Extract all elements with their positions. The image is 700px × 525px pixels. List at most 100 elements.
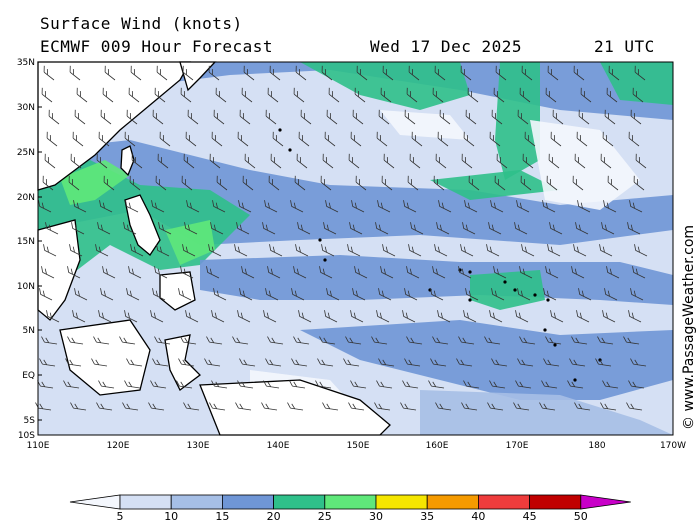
wind-barb bbox=[291, 358, 308, 367]
wind-barb bbox=[490, 200, 504, 213]
wind-barb bbox=[574, 153, 586, 169]
wind-barb bbox=[602, 131, 614, 147]
wind-barb bbox=[428, 380, 445, 389]
wind-barb bbox=[320, 175, 332, 191]
longitude-label: 170E bbox=[506, 441, 529, 451]
wind-barb bbox=[595, 358, 612, 367]
island bbox=[278, 128, 282, 132]
wind-barb bbox=[183, 153, 195, 169]
wind-barb bbox=[546, 175, 558, 191]
wind-barb bbox=[634, 244, 648, 257]
wind-barb bbox=[519, 87, 531, 103]
wind-barb bbox=[65, 358, 82, 367]
latitude-label: 15N bbox=[17, 237, 35, 247]
wind-barb bbox=[463, 380, 480, 389]
wind-barb bbox=[322, 153, 334, 169]
longitude-label: 160E bbox=[426, 441, 449, 451]
wind-barb bbox=[298, 131, 310, 147]
wind-barb bbox=[489, 310, 503, 323]
wind-barb bbox=[38, 200, 52, 213]
wind-barb bbox=[185, 310, 199, 323]
wind-barb bbox=[325, 200, 339, 213]
wind-barb bbox=[438, 200, 452, 213]
wind-barb bbox=[627, 222, 641, 235]
wind-barb bbox=[519, 266, 533, 279]
wind-barb bbox=[602, 310, 616, 323]
wind-band bbox=[200, 255, 673, 305]
wind-barb bbox=[176, 380, 193, 389]
wind-band bbox=[470, 270, 545, 310]
wind-barb bbox=[488, 222, 502, 235]
wind-barb bbox=[467, 87, 479, 103]
wind-barb bbox=[263, 310, 277, 323]
wind-barb bbox=[460, 65, 472, 81]
wind-barb bbox=[630, 358, 647, 367]
legend-tick: 50 bbox=[574, 510, 588, 523]
map-frame bbox=[37, 61, 674, 436]
wind-barb bbox=[572, 175, 584, 191]
wind-barb bbox=[70, 153, 82, 169]
wind-band bbox=[430, 170, 560, 200]
wind-barb bbox=[68, 175, 80, 191]
legend-arrow-high bbox=[580, 494, 631, 510]
wind-barb bbox=[236, 222, 250, 235]
wind-barb bbox=[317, 358, 334, 367]
wind-barb bbox=[267, 87, 279, 103]
wind-barb bbox=[404, 109, 416, 125]
wind-barb bbox=[573, 65, 585, 81]
wind-barb bbox=[41, 266, 55, 279]
wind-barb bbox=[119, 336, 136, 345]
wind-barb bbox=[45, 222, 59, 235]
wind-barb bbox=[129, 175, 141, 191]
wind-barb bbox=[343, 358, 360, 367]
borneo bbox=[59, 319, 151, 396]
wind-barb bbox=[96, 153, 108, 169]
legend-swatch bbox=[477, 494, 530, 510]
wind-barb bbox=[577, 200, 591, 213]
wind-barb bbox=[69, 65, 81, 81]
wind-barb bbox=[100, 109, 112, 125]
wind-barb bbox=[298, 310, 312, 323]
wind-barb bbox=[181, 175, 193, 191]
wind-barb bbox=[328, 87, 340, 103]
wind-barb bbox=[484, 336, 501, 345]
wind-barb bbox=[185, 131, 197, 147]
wind-barb bbox=[124, 131, 136, 147]
wind-barb bbox=[43, 65, 55, 81]
wind-barb bbox=[272, 131, 284, 147]
wind-barb bbox=[547, 244, 561, 257]
wind-barb bbox=[324, 310, 338, 323]
legend-tick: 45 bbox=[523, 510, 537, 523]
wind-barb bbox=[567, 380, 584, 389]
island bbox=[468, 270, 472, 274]
wind-barb bbox=[213, 109, 225, 125]
wind-barb bbox=[128, 266, 142, 279]
wind-barb bbox=[103, 175, 115, 191]
wind-barb bbox=[628, 310, 642, 323]
wind-barb bbox=[237, 131, 249, 147]
wind-barb bbox=[67, 266, 81, 279]
island bbox=[318, 238, 322, 242]
wind-barb bbox=[407, 175, 419, 191]
wind-barb bbox=[244, 153, 256, 169]
wind-barb bbox=[319, 336, 336, 345]
legend-swatch bbox=[119, 494, 172, 510]
wind-barb bbox=[264, 200, 278, 213]
wind-barb bbox=[295, 65, 307, 81]
wind-barb bbox=[350, 131, 362, 147]
wind-barb bbox=[460, 244, 474, 257]
wind-band bbox=[530, 120, 640, 210]
wind-barb bbox=[124, 380, 141, 389]
wind-barb bbox=[268, 175, 280, 191]
wind-barb bbox=[630, 288, 644, 301]
wind-barb bbox=[496, 153, 508, 169]
wind-barb bbox=[517, 358, 534, 367]
wind-barb bbox=[352, 109, 364, 125]
wind-barb bbox=[104, 65, 116, 81]
wind-barb bbox=[269, 244, 283, 257]
wind-barb bbox=[545, 87, 557, 103]
wind-barb bbox=[41, 336, 58, 345]
wind-band bbox=[600, 62, 673, 105]
wind-barb bbox=[411, 131, 423, 147]
